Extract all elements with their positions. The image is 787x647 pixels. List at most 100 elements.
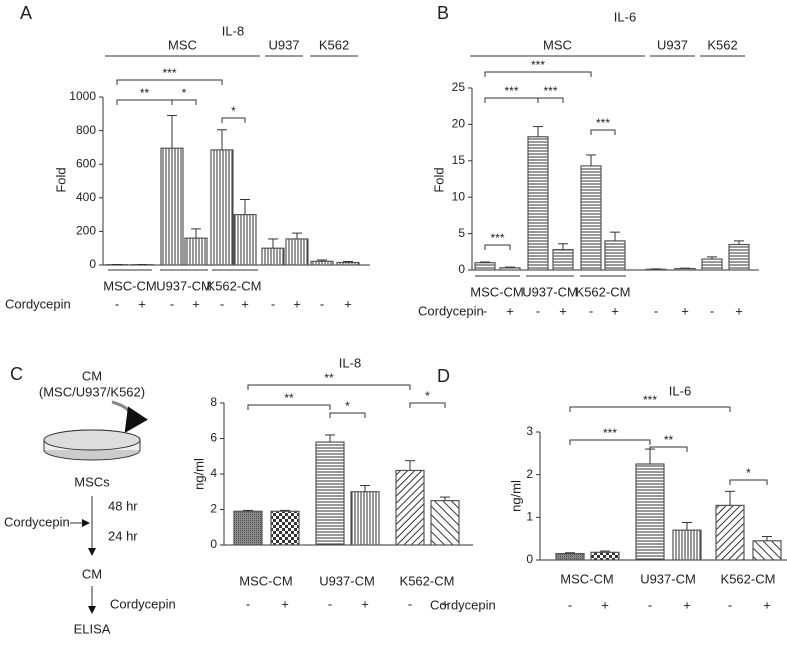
bar bbox=[270, 510, 300, 546]
row-label: Cordycepin bbox=[110, 596, 176, 611]
treatment-sign: + bbox=[601, 597, 609, 612]
significance-bracket bbox=[329, 412, 366, 418]
treatment-sign: - bbox=[728, 597, 732, 612]
treatment-sign: - bbox=[654, 303, 658, 318]
treatment-sign: - bbox=[271, 296, 275, 311]
bar bbox=[160, 147, 184, 266]
y-tick-label: 1 bbox=[526, 510, 533, 524]
panel-label: B bbox=[437, 3, 449, 23]
significance-label: *** bbox=[490, 231, 504, 245]
significance-bracket bbox=[247, 384, 411, 390]
bar bbox=[350, 491, 380, 546]
treatment-sign: + bbox=[735, 303, 743, 318]
group-label: MSC-CM bbox=[239, 573, 292, 588]
diagram-label: CM bbox=[82, 566, 102, 581]
bar bbox=[527, 136, 549, 271]
bar bbox=[590, 551, 620, 561]
treatment-sign: - bbox=[320, 296, 324, 311]
group-label: K562-CM bbox=[721, 571, 776, 586]
treatment-sign: + bbox=[293, 296, 301, 311]
significance-bracket bbox=[484, 97, 539, 103]
bar bbox=[395, 469, 425, 546]
dish bbox=[43, 429, 141, 451]
y-axis-label: ng/ml bbox=[191, 458, 206, 490]
bar bbox=[310, 260, 334, 266]
group-label: K562-CM bbox=[400, 573, 455, 588]
group-label: U937-CM bbox=[156, 278, 212, 293]
header-label: MSC bbox=[168, 37, 197, 52]
y-axis-label: ng/ml bbox=[508, 480, 523, 512]
y-tick-label: 1000 bbox=[69, 89, 96, 103]
significance-label: *** bbox=[596, 116, 610, 130]
significance-label: * bbox=[746, 466, 751, 480]
bar bbox=[499, 267, 521, 271]
significance-label: *** bbox=[162, 66, 176, 80]
diagram-label: MSCs bbox=[74, 474, 110, 489]
treatment-sign: - bbox=[536, 303, 540, 318]
treatment-sign: - bbox=[648, 597, 652, 612]
significance-bracket bbox=[247, 404, 331, 410]
y-tick-label: 0 bbox=[458, 262, 465, 276]
bar bbox=[336, 261, 360, 266]
treatment-sign: - bbox=[408, 596, 412, 611]
bar bbox=[555, 552, 585, 561]
significance-bracket bbox=[484, 244, 511, 250]
bar bbox=[261, 247, 285, 266]
group-label: K562-CM bbox=[207, 278, 262, 293]
group-label: K562-CM bbox=[576, 284, 631, 299]
significance-label: ** bbox=[664, 433, 674, 447]
group-label: U937-CM bbox=[319, 573, 375, 588]
bar bbox=[672, 529, 702, 561]
y-tick-label: 200 bbox=[76, 224, 96, 238]
row-label: Cordycepin bbox=[418, 303, 484, 318]
bar bbox=[752, 540, 782, 561]
significance-bracket bbox=[729, 479, 768, 485]
significance-label: ** bbox=[140, 86, 150, 100]
group-label: MSC-CM bbox=[470, 284, 523, 299]
chart-title: IL-6 bbox=[669, 383, 691, 398]
significance-label: *** bbox=[543, 84, 557, 98]
y-tick-label: 5 bbox=[458, 226, 465, 240]
treatment-sign: + bbox=[763, 597, 771, 612]
treatment-sign: - bbox=[328, 596, 332, 611]
y-tick-label: 0 bbox=[526, 552, 533, 566]
y-tick-label: 6 bbox=[210, 431, 217, 445]
y-tick-label: 800 bbox=[76, 123, 96, 137]
significance-bracket bbox=[171, 99, 197, 105]
row-label: Cordycepin bbox=[5, 296, 71, 311]
significance-bracket bbox=[590, 129, 616, 135]
significance-bracket bbox=[537, 97, 564, 103]
y-tick-label: 25 bbox=[452, 80, 466, 94]
diagram: CM (MSC/U937/K562) MSCs 48 hr Cordycepin… bbox=[4, 368, 148, 636]
treatment-sign: + bbox=[361, 596, 369, 611]
treatment-sign: - bbox=[568, 597, 572, 612]
panel-label: A bbox=[20, 3, 32, 23]
header-label: U937 bbox=[657, 37, 688, 52]
significance-label: ** bbox=[284, 391, 294, 405]
treatment-sign: - bbox=[246, 596, 250, 611]
treatment-sign: + bbox=[441, 596, 449, 611]
bar bbox=[233, 510, 263, 546]
significance-bracket bbox=[116, 79, 223, 85]
significance-label: * bbox=[345, 399, 350, 413]
panel-label: D bbox=[437, 366, 450, 386]
bar bbox=[580, 165, 602, 271]
diagram-label: 48 hr bbox=[108, 498, 138, 513]
significance-label: * bbox=[231, 104, 236, 118]
bar bbox=[604, 240, 626, 271]
treatment-sign: + bbox=[281, 596, 289, 611]
y-tick-label: 400 bbox=[76, 190, 96, 204]
arrow bbox=[111, 400, 148, 433]
y-tick-label: 10 bbox=[452, 189, 466, 203]
y-tick-label: 0 bbox=[210, 537, 217, 551]
treatment-sign: + bbox=[344, 296, 352, 311]
bar bbox=[233, 214, 257, 266]
header-label: K562 bbox=[319, 37, 349, 52]
header-label: K562 bbox=[707, 37, 737, 52]
treatment-sign: + bbox=[683, 597, 691, 612]
bar bbox=[315, 441, 345, 546]
significance-label: * bbox=[182, 86, 187, 100]
panel-label: C bbox=[10, 364, 23, 384]
header-label: MSC bbox=[543, 37, 572, 52]
treatment-sign: - bbox=[710, 303, 714, 318]
